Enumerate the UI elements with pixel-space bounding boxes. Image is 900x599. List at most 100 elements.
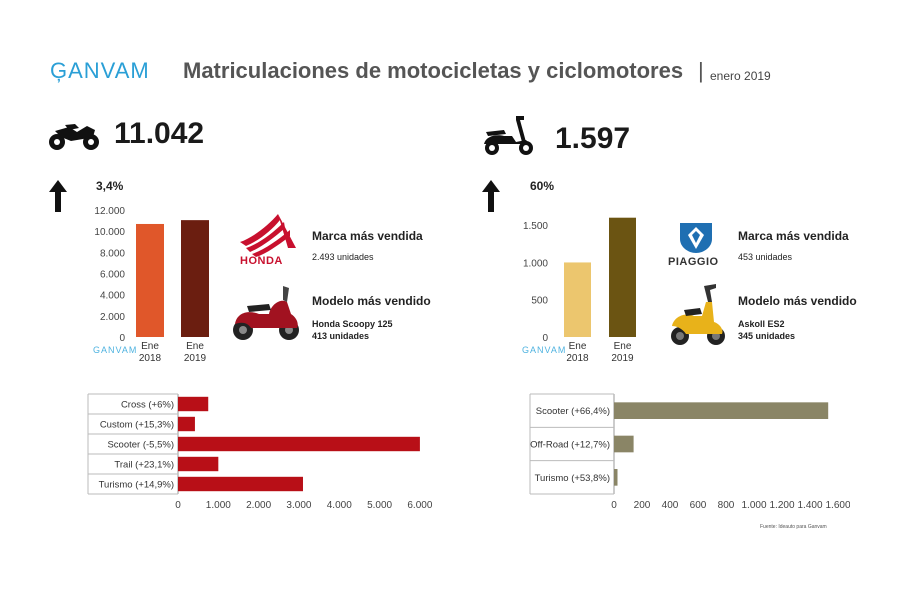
ciclo-segment-bar-1 [614, 435, 634, 453]
piaggio-logo [680, 223, 712, 253]
ciclo-xtick-label: 800 [718, 500, 735, 511]
moto-segment-label: Turismo (+14,9%) [99, 480, 174, 491]
moped-segments-labels: Scooter (+66,4%) Off-Road (+12,7%) Turismo… [530, 406, 610, 484]
page-title: Matriculaciones de motocicletas y ciclom… [183, 58, 684, 83]
moto-growth: 3,4% [96, 179, 124, 193]
moto-segment-label: Scooter (-5,5%) [107, 440, 174, 451]
moped-annual-bars [564, 217, 636, 337]
moped-brand-units: 453 unidades [738, 252, 793, 262]
up-arrow-icon [482, 180, 500, 212]
ciclo-segment-label: Scooter (+66,4%) [536, 406, 610, 417]
ciclo-segment-label: Off-Road (+12,7%) [530, 440, 610, 451]
moto-segment-bar-3 [178, 456, 219, 472]
moto-ytick-label: 6.000 [100, 270, 125, 281]
honda-logo [240, 214, 296, 257]
moto-ytick-label: 2.000 [100, 312, 125, 323]
moped-segments-chart: Scooter (+66,4%) Off-Road (+12,7%) Turismo… [529, 393, 850, 511]
moped-segments-bars [614, 402, 829, 486]
ciclo-x-label: 2019 [611, 353, 634, 364]
ciclo-ytick-label: 1.000 [523, 258, 548, 269]
moto-ytick-label: 10.000 [94, 227, 125, 238]
moto-x-label: 2018 [139, 353, 162, 364]
ciclo-ytick-label: 1.500 [523, 221, 548, 232]
moto-xtick-label: 1.000 [206, 500, 231, 511]
ciclo-xtick-label: 400 [662, 500, 679, 511]
moto-segments-chart: Cross (+6%) Custom (+15,3%) Scooter (-5,5%… [87, 393, 433, 511]
honda-brand-name: HONDA [240, 255, 283, 267]
ciclo-xtick-label: 600 [690, 500, 707, 511]
moto-xtick-label: 5.000 [367, 500, 392, 511]
ciclo-xtick-label: 1.400 [797, 500, 822, 511]
moto-segment-label: Trail (+23,1%) [114, 460, 174, 471]
moto-xtick-label: 3.000 [286, 500, 311, 511]
ciclo-xtick-label: 1.200 [769, 500, 794, 511]
moped-total: 1.597 [555, 122, 631, 155]
moto-model-name: Honda Scoopy 125 [312, 319, 393, 329]
moped-model-units: 345 unidades [738, 331, 796, 341]
moto-segments-labels: Cross (+6%) Custom (+15,3%) Scooter (-5,5%… [99, 400, 174, 491]
moto-ytick-label: 12.000 [94, 206, 125, 217]
moto-x-label: 2019 [184, 353, 207, 364]
ciclo-xtick-label: 1.000 [741, 500, 766, 511]
moto-segment-bar-1 [178, 416, 195, 432]
motorcycle-icon [49, 124, 99, 150]
moped-chart-watermark: GANVAM [522, 345, 567, 355]
moped-brand-heading: Marca más vendida [738, 229, 849, 243]
moped-growth: 60% [530, 179, 555, 193]
ciclo-x-label: 2018 [566, 353, 589, 364]
moto-segment-bar-0 [178, 396, 209, 412]
moto-xtick-label: 0 [175, 500, 181, 511]
moto-xtick-label: 2.000 [246, 500, 271, 511]
moto-bar-0 [136, 223, 164, 337]
moto-segment-label: Cross (+6%) [121, 400, 174, 411]
up-arrow-icon [49, 180, 67, 212]
moto-segment-bar-4 [178, 476, 303, 492]
moto-segments-bars [178, 396, 420, 492]
moto-xtick-label: 4.000 [327, 500, 352, 511]
moped-model-name: Askoll ES2 [738, 319, 785, 329]
moto-segment-bar-2 [178, 436, 420, 452]
piaggio-brand-name: PIAGGIO [668, 256, 719, 268]
ciclo-segment-bar-0 [614, 402, 829, 419]
ciclo-x-label: Ene [569, 341, 587, 352]
ciclo-segment-bar-2 [614, 469, 618, 486]
moto-model-units: 413 unidades [312, 331, 370, 341]
moto-bar-1 [181, 220, 209, 337]
ciclo-ytick-label: 500 [531, 296, 548, 307]
moto-xtick-label: 6.000 [407, 500, 432, 511]
source-note: Fuente: Ideauto para Ganvam [760, 524, 827, 530]
moto-brand-heading: Marca más vendida [312, 229, 423, 243]
honda-scoopy-image [233, 286, 299, 340]
ciclo-xtick-label: 200 [634, 500, 651, 511]
moped-segments-xticks: 0 200 400 600 800 1.000 1.200 1.400 1.600 [611, 500, 850, 511]
moto-annual-bars [136, 220, 209, 337]
report-date: enero 2019 [710, 69, 771, 83]
ciclo-x-label: Ene [614, 341, 632, 352]
moto-ytick-label: 0 [119, 333, 125, 344]
moto-segment-label: Custom (+15,3%) [100, 420, 174, 431]
ciclo-bar-0 [564, 262, 591, 337]
ciclo-xtick-label: 1.600 [825, 500, 850, 511]
moped-model-heading: Modelo más vendido [738, 294, 857, 308]
moto-chart-watermark: GANVAM [93, 345, 138, 355]
ciclo-xtick-label: 0 [611, 500, 617, 511]
moto-x-label: Ene [186, 341, 204, 352]
moto-ytick-label: 8.000 [100, 248, 125, 259]
ciclo-bar-1 [609, 217, 636, 337]
moped-annual-yaxis: 0 500 1.000 1.500 [523, 221, 548, 344]
askoll-es2-image [671, 284, 725, 345]
moto-annual-yaxis: 0 2.000 4.000 6.000 8.000 10.000 12.000 [94, 206, 125, 344]
title-separator: | [698, 58, 704, 83]
moto-total: 11.042 [114, 117, 205, 150]
ciclo-segment-label: Turismo (+53,8%) [535, 473, 610, 484]
moto-model-heading: Modelo más vendido [312, 294, 431, 308]
moto-brand-units: 2.493 unidades [312, 252, 374, 262]
moto-x-label: Ene [141, 341, 159, 352]
moped-icon [484, 116, 533, 155]
moto-ytick-label: 4.000 [100, 291, 125, 302]
moto-segments-xticks: 0 1.000 2.000 3.000 4.000 5.000 6.000 [175, 500, 433, 511]
